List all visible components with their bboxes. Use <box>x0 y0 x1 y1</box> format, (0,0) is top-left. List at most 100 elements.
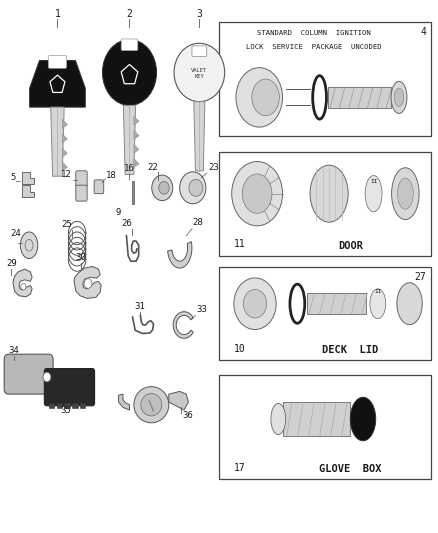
Text: 3: 3 <box>196 9 202 19</box>
Circle shape <box>189 179 203 196</box>
Ellipse shape <box>392 168 419 220</box>
Text: II: II <box>370 179 377 184</box>
FancyBboxPatch shape <box>76 185 87 201</box>
Bar <box>219 266 431 360</box>
Text: 25: 25 <box>62 220 72 229</box>
Text: 29: 29 <box>7 259 18 268</box>
Polygon shape <box>51 107 64 176</box>
Polygon shape <box>168 241 192 268</box>
Circle shape <box>234 278 276 329</box>
Text: VALET
KEY: VALET KEY <box>191 68 208 79</box>
Text: 11: 11 <box>234 239 246 249</box>
FancyBboxPatch shape <box>4 354 53 394</box>
Text: 26: 26 <box>121 219 132 228</box>
Polygon shape <box>74 266 101 298</box>
Text: 36: 36 <box>182 411 193 420</box>
Ellipse shape <box>397 178 413 209</box>
FancyBboxPatch shape <box>94 180 104 193</box>
Ellipse shape <box>242 174 272 213</box>
Polygon shape <box>173 312 193 338</box>
Text: 10: 10 <box>234 344 246 354</box>
Text: 18: 18 <box>106 171 116 180</box>
Text: 12: 12 <box>61 170 71 179</box>
Ellipse shape <box>397 283 422 325</box>
Text: 2: 2 <box>127 9 132 19</box>
Bar <box>219 22 431 136</box>
FancyBboxPatch shape <box>44 368 95 406</box>
Bar <box>219 375 431 479</box>
Bar <box>307 294 366 314</box>
Bar <box>132 181 134 204</box>
Circle shape <box>180 172 206 204</box>
Polygon shape <box>119 394 130 410</box>
Ellipse shape <box>310 165 348 222</box>
Ellipse shape <box>236 68 283 127</box>
Polygon shape <box>13 269 32 297</box>
Polygon shape <box>21 172 34 183</box>
Bar <box>49 402 54 408</box>
Text: 5: 5 <box>11 173 16 182</box>
Polygon shape <box>194 102 205 171</box>
Text: GLOVE  BOX: GLOVE BOX <box>319 464 381 474</box>
Text: 33: 33 <box>196 305 207 314</box>
Bar <box>72 402 78 408</box>
Ellipse shape <box>365 175 382 212</box>
Polygon shape <box>62 119 67 128</box>
Ellipse shape <box>134 386 169 423</box>
Bar <box>283 402 350 435</box>
Text: 22: 22 <box>147 163 158 172</box>
Ellipse shape <box>174 43 225 102</box>
Circle shape <box>152 175 173 200</box>
Circle shape <box>159 181 169 194</box>
Bar <box>80 402 85 408</box>
Polygon shape <box>169 391 188 410</box>
Text: DOOR: DOOR <box>338 240 363 251</box>
Polygon shape <box>134 159 139 167</box>
Text: STANDARD  COLUMN  IGNITION: STANDARD COLUMN IGNITION <box>258 30 371 36</box>
Text: 27: 27 <box>415 272 426 282</box>
Ellipse shape <box>232 161 283 226</box>
Text: 4: 4 <box>420 27 426 37</box>
Bar <box>57 402 62 408</box>
Circle shape <box>244 289 267 318</box>
Polygon shape <box>62 134 67 143</box>
Polygon shape <box>30 61 85 107</box>
Ellipse shape <box>252 79 279 116</box>
Polygon shape <box>134 131 139 140</box>
Polygon shape <box>21 185 34 197</box>
Polygon shape <box>124 106 136 174</box>
Bar <box>219 152 431 256</box>
Ellipse shape <box>394 88 404 107</box>
Ellipse shape <box>391 82 407 114</box>
Text: LOCK  SERVICE  PACKAGE  UNCODED: LOCK SERVICE PACKAGE UNCODED <box>247 44 382 50</box>
Bar <box>328 87 391 108</box>
Text: 35: 35 <box>60 406 71 415</box>
Circle shape <box>21 284 26 290</box>
FancyBboxPatch shape <box>192 46 207 56</box>
Text: DECK  LID: DECK LID <box>322 345 378 356</box>
Ellipse shape <box>370 289 386 319</box>
Text: 1: 1 <box>54 9 60 19</box>
Polygon shape <box>134 116 139 125</box>
Text: 31: 31 <box>134 302 145 311</box>
Ellipse shape <box>141 393 162 416</box>
Text: 17: 17 <box>234 463 246 473</box>
Polygon shape <box>62 162 67 171</box>
FancyBboxPatch shape <box>76 171 87 187</box>
Polygon shape <box>62 148 67 157</box>
FancyBboxPatch shape <box>121 39 138 51</box>
Circle shape <box>102 39 156 106</box>
Polygon shape <box>134 144 139 154</box>
Text: 9: 9 <box>116 208 121 217</box>
Text: II: II <box>374 289 381 294</box>
FancyBboxPatch shape <box>48 55 67 68</box>
Ellipse shape <box>20 232 38 259</box>
Text: 34: 34 <box>9 346 19 356</box>
Text: 30: 30 <box>75 253 86 262</box>
Circle shape <box>43 372 51 382</box>
Ellipse shape <box>271 403 286 434</box>
Circle shape <box>84 279 92 288</box>
Bar <box>64 402 70 408</box>
Ellipse shape <box>350 397 376 441</box>
Text: 23: 23 <box>208 163 219 172</box>
